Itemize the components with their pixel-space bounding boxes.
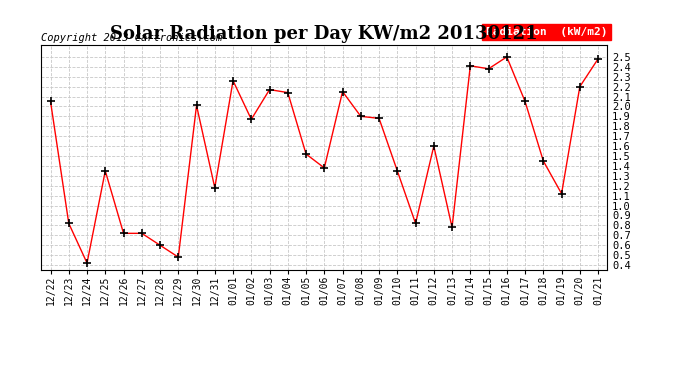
Text: Radiation  (kW/m2): Radiation (kW/m2) [486, 27, 607, 37]
Text: Copyright 2013 Cartronics.com: Copyright 2013 Cartronics.com [41, 33, 223, 43]
Title: Solar Radiation per Day KW/m2 20130121: Solar Radiation per Day KW/m2 20130121 [110, 26, 538, 44]
